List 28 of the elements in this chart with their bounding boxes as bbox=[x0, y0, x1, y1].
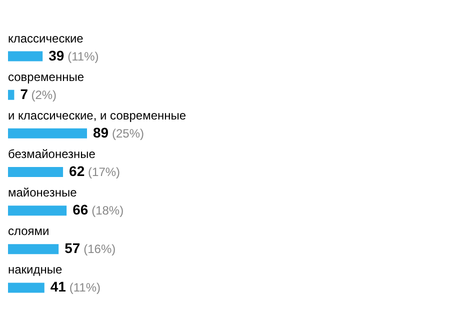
y-tick-label: майонезные bbox=[8, 186, 78, 200]
annotation: (11%) bbox=[68, 49, 99, 64]
y-tick-label: и классические, и современные bbox=[8, 108, 186, 122]
annotation: (17%) bbox=[88, 165, 120, 179]
data-label: 57 bbox=[64, 240, 80, 256]
annotation: (11%) bbox=[69, 280, 101, 295]
y-tick-label: современные bbox=[8, 70, 84, 84]
bar bbox=[8, 206, 67, 216]
annotation: (2%) bbox=[31, 88, 57, 102]
bar bbox=[8, 90, 14, 100]
annotation: (18%) bbox=[92, 204, 124, 218]
data-label: 39 bbox=[48, 47, 64, 64]
y-tick-label: безмайонезные bbox=[8, 147, 96, 161]
annotation: (25%) bbox=[112, 126, 144, 140]
bar bbox=[8, 244, 59, 254]
bar bbox=[8, 128, 87, 138]
bar bbox=[8, 282, 44, 293]
data-label: 7 bbox=[20, 86, 28, 102]
annotation: (16%) bbox=[84, 242, 116, 256]
bar bbox=[8, 167, 64, 177]
y-tick-label: слоями bbox=[8, 224, 50, 238]
data-label: 66 bbox=[72, 202, 88, 218]
y-tick-label: накидные bbox=[8, 262, 63, 277]
data-label: 62 bbox=[69, 163, 85, 179]
bar bbox=[8, 51, 43, 62]
y-tick-label: классические bbox=[8, 31, 84, 46]
data-label: 89 bbox=[93, 124, 109, 140]
data-label: 41 bbox=[50, 278, 66, 295]
